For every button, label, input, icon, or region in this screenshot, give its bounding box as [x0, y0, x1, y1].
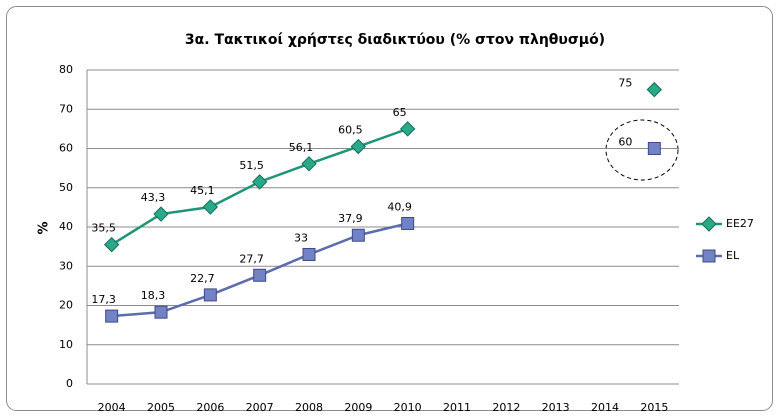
- data-point: [105, 309, 119, 323]
- y-tick-label: 10: [59, 338, 73, 351]
- legend-marker: [702, 249, 716, 263]
- data-label: 33: [294, 231, 308, 244]
- data-point: [302, 247, 316, 261]
- y-axis-label: %: [37, 221, 52, 234]
- y-tick-label: 0: [66, 377, 73, 390]
- y-tick-label: 30: [59, 259, 73, 272]
- chart-frame: [6, 6, 773, 411]
- y-tick-label: 80: [59, 63, 73, 76]
- x-tick-label: 2006: [196, 401, 224, 414]
- x-tick-label: 2008: [295, 401, 323, 414]
- data-label: 27,7: [239, 252, 264, 265]
- data-point: [350, 138, 367, 155]
- x-tick-label: 2004: [98, 401, 126, 414]
- data-label: 45,1: [190, 184, 215, 197]
- data-label: 35,5: [91, 222, 116, 235]
- data-point: [401, 216, 415, 230]
- x-tick-label: 2012: [492, 401, 520, 414]
- data-label: 60: [618, 136, 632, 149]
- data-point: [301, 156, 317, 172]
- data-label: 22,7: [190, 272, 215, 285]
- legend-marker: [701, 216, 717, 232]
- data-point: [103, 236, 120, 253]
- y-tick-label: 40: [59, 220, 73, 233]
- y-tick-label: 70: [59, 102, 73, 115]
- data-label: 18,3: [141, 289, 166, 302]
- data-point: [253, 268, 267, 282]
- data-label: 56,1: [289, 141, 314, 154]
- y-tick-label: 50: [59, 181, 73, 194]
- data-label: 43,3: [141, 191, 166, 204]
- x-tick-label: 2007: [246, 401, 274, 414]
- data-point: [202, 199, 219, 215]
- x-tick-label: 2005: [147, 401, 175, 414]
- legend-label: EL: [726, 249, 740, 262]
- data-point: [399, 121, 416, 137]
- chart-title: 3α. Τακτικοί χρήστες διαδικτύου (% στον …: [185, 32, 605, 48]
- data-label: 17,3: [91, 293, 116, 306]
- data-point: [154, 305, 168, 319]
- data-label: 51,5: [239, 159, 264, 172]
- x-tick-label: 2009: [344, 401, 372, 414]
- data-label: 60,5: [338, 124, 363, 137]
- highlight-ellipse: [605, 119, 679, 181]
- data-point: [203, 288, 217, 302]
- data-label: 37,9: [338, 212, 363, 225]
- x-tick-label: 2011: [443, 401, 471, 414]
- legend-label: EE27: [726, 217, 754, 230]
- y-tick-label: 60: [59, 142, 73, 155]
- x-tick-label: 2013: [542, 401, 570, 414]
- data-point: [153, 206, 169, 222]
- x-tick-label: 2014: [591, 401, 619, 414]
- data-point: [646, 81, 663, 98]
- data-label: 75: [618, 77, 632, 90]
- data-point: [251, 174, 268, 190]
- data-label: 40,9: [387, 200, 412, 213]
- data-point: [351, 228, 365, 242]
- x-tick-label: 2015: [640, 401, 668, 414]
- data-point: [647, 142, 661, 155]
- x-tick-label: 2010: [394, 401, 422, 414]
- y-tick-label: 20: [59, 299, 73, 312]
- data-label: 65: [393, 106, 407, 119]
